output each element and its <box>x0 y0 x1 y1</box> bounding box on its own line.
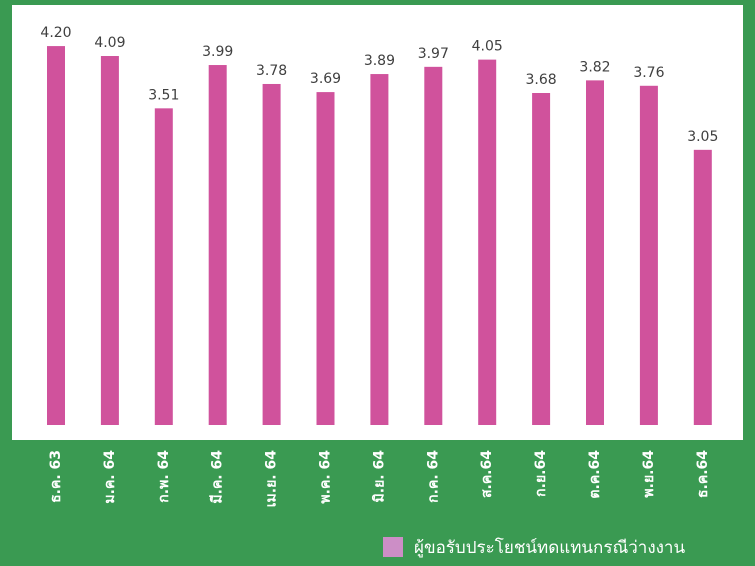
x-tick-label: ก.ค. 64 <box>425 450 441 503</box>
legend-label: ผู้ขอรับประโยชน์ทดแทนกรณีว่างงาน <box>414 537 685 558</box>
value-label: 4.09 <box>94 35 125 51</box>
value-label: 4.20 <box>40 25 71 41</box>
x-tick-label: ก.พ. 64 <box>156 450 172 503</box>
x-tick-label: เม.ย. 64 <box>264 450 280 507</box>
value-label: 3.76 <box>633 65 664 81</box>
bar <box>262 83 281 425</box>
value-label: 3.51 <box>148 87 179 103</box>
value-label: 3.89 <box>364 53 395 69</box>
value-label: 3.82 <box>579 59 610 75</box>
bar <box>639 85 658 426</box>
value-label: 3.99 <box>202 44 233 60</box>
x-tick-label: มิ.ย. 64 <box>371 450 387 503</box>
bar <box>316 92 335 425</box>
x-tick-label: ม.ค. 64 <box>102 450 118 504</box>
bar <box>47 46 65 426</box>
bar <box>100 56 119 426</box>
value-label: 3.69 <box>310 71 341 87</box>
value-label: 4.05 <box>472 39 503 55</box>
legend-swatch <box>383 537 403 557</box>
x-tick-label: ต.ค.64 <box>587 450 603 499</box>
bar <box>370 74 389 425</box>
bar <box>586 80 604 425</box>
value-label: 3.97 <box>418 46 449 62</box>
bar <box>208 65 227 426</box>
value-label: 3.05 <box>687 129 718 145</box>
x-tick-label: ธ.ค. 63 <box>48 450 64 503</box>
x-tick-label: ส.ค.64 <box>479 450 495 498</box>
x-tick-label: พ.ย.64 <box>641 450 657 498</box>
value-label: 3.68 <box>526 72 557 88</box>
x-tick-label: ธ.ค.64 <box>695 450 711 498</box>
bar <box>693 149 712 425</box>
bar <box>532 93 551 425</box>
value-label: 3.78 <box>256 63 287 79</box>
x-tick-label: พ.ค. 64 <box>318 450 334 504</box>
bar <box>154 108 173 425</box>
bar <box>424 66 443 425</box>
x-tick-label: มี.ค. 64 <box>210 450 226 504</box>
x-tick-label: ก.ย.64 <box>533 450 549 497</box>
bar <box>478 59 497 425</box>
